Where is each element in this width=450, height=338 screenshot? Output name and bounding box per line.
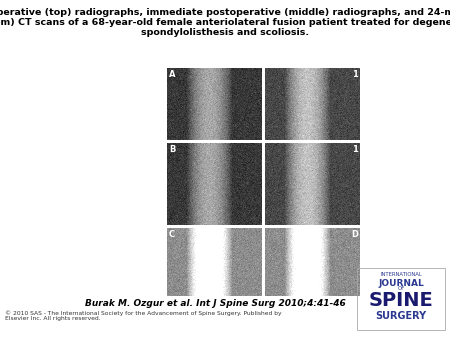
- Text: INTERNATIONAL: INTERNATIONAL: [380, 272, 422, 277]
- Text: D: D: [351, 230, 358, 239]
- Text: JOURNAL: JOURNAL: [378, 279, 424, 288]
- Text: spondylolisthesis and scoliosis.: spondylolisthesis and scoliosis.: [141, 28, 309, 37]
- Text: 1: 1: [352, 70, 358, 79]
- Text: SURGERY: SURGERY: [375, 311, 427, 321]
- Text: A: A: [169, 70, 176, 79]
- Text: C: C: [169, 230, 175, 239]
- Text: Burak M. Ozgur et al. Int J Spine Surg 2010;4:41-46: Burak M. Ozgur et al. Int J Spine Surg 2…: [85, 299, 346, 308]
- Text: (bottom) CT scans of a 68-year-old female anteriolateral fusion patient treated : (bottom) CT scans of a 68-year-old femal…: [0, 18, 450, 27]
- Text: OF: OF: [397, 287, 405, 291]
- Text: 1: 1: [352, 145, 358, 154]
- Text: B: B: [169, 145, 176, 154]
- Text: Preoperative (top) radiographs, immediate postoperative (middle) radiographs, an: Preoperative (top) radiographs, immediat…: [0, 8, 450, 17]
- Text: SPINE: SPINE: [369, 291, 433, 310]
- Bar: [357, 268, 445, 330]
- Text: © 2010 SAS - The International Society for the Advancement of Spine Surgery. Pub: © 2010 SAS - The International Society f…: [5, 310, 282, 321]
